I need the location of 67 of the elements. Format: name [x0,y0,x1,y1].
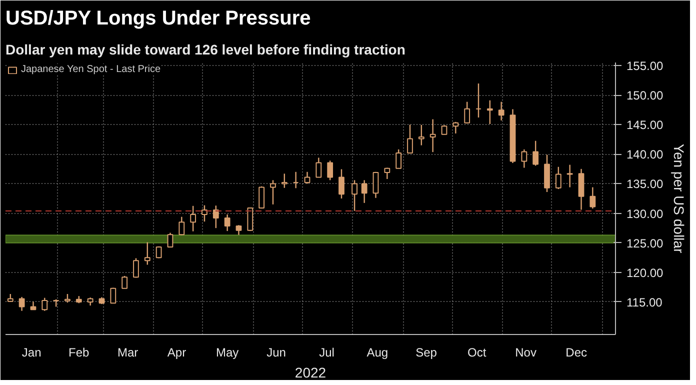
candlestick [590,186,596,210]
candlestick [202,204,208,222]
y-tick-label: 150.00 [626,88,664,103]
candlestick [316,157,322,178]
candlestick [110,287,116,304]
candlestick [327,160,334,181]
candlestick [338,168,344,200]
candlestick [42,297,48,312]
y-tick-label: 145.00 [626,118,664,132]
candlestick [190,205,196,232]
candlestick [555,166,562,190]
candlestick [430,118,436,153]
candlestick [212,204,219,229]
x-tick-label: Nov [515,346,536,360]
x-tick-label: Jan [22,346,42,360]
chart-title: USD/JPY Longs Under Pressure [6,8,311,30]
candlestick [167,232,174,248]
y-tick-label: 135.00 [626,177,664,192]
candlestick [144,242,150,266]
y-tick-label: 115.00 [626,295,663,310]
candlestick [270,180,276,206]
candlestick [418,124,424,146]
candlestick [532,140,539,166]
y-tick-label: 130.00 [626,206,664,221]
candlestick [178,216,185,236]
x-tick-label: Oct [468,346,487,360]
x-tick-label: Jul [319,346,334,360]
candlestick [236,224,242,236]
candlestick [578,168,584,210]
candlestick [18,296,25,312]
candlestick [452,121,459,134]
candlestick [441,124,448,136]
candlestick [464,101,470,124]
legend-label: Japanese Yen Spot - Last Price [21,64,161,75]
candlestick [486,100,493,125]
y-tick-label: 155.00 [626,58,664,73]
y-tick-label: 140.00 [626,148,664,162]
x-tick-label: Mar [117,346,138,360]
x-tick-label: Jun [266,346,286,360]
candlestick [224,214,230,232]
candlestick [544,154,550,193]
x-tick-label: Sep [416,346,438,360]
candlestick [372,171,379,199]
x-tick-label: Aug [366,346,388,360]
candlestick [258,186,265,210]
x-tick-label: Dec [566,346,588,360]
y-tick-label: 125.00 [626,236,664,250]
candlestick [281,173,288,188]
candlestick [566,164,573,188]
candlestick [122,275,128,289]
candlestick [352,180,358,212]
x-tick-label: Apr [167,346,186,360]
candlestick [476,82,482,118]
candlestick [498,101,504,122]
candlestick [521,148,528,168]
candlestick [361,180,368,204]
x-axis-title: 2022 [294,364,326,380]
candlestick [292,171,299,189]
chart-subtitle: Dollar yen may slide toward 126 level before finding traction [6,42,406,58]
y-axis-title: Yen per US dollar [671,144,688,254]
candlestick [133,258,139,278]
candlestick [407,124,413,154]
y-tick-label: 120.00 [626,266,664,280]
x-tick-label: May [216,346,239,360]
candlestick [304,171,310,184]
x-tick-label: Feb [68,346,90,360]
candlestick [396,148,402,169]
